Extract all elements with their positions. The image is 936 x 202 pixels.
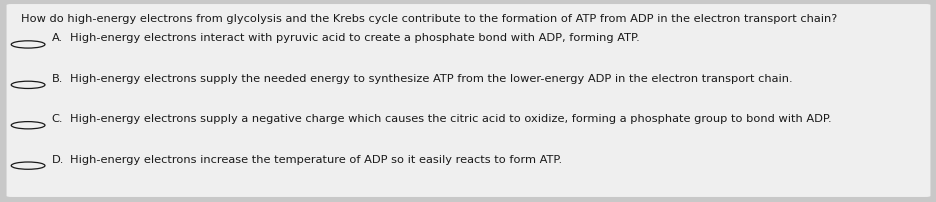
Text: A.: A. bbox=[51, 33, 63, 43]
Text: High-energy electrons interact with pyruvic acid to create a phosphate bond with: High-energy electrons interact with pyru… bbox=[70, 33, 639, 43]
Text: High-energy electrons supply the needed energy to synthesize ATP from the lower-: High-energy electrons supply the needed … bbox=[70, 74, 792, 84]
Text: How do high-energy electrons from glycolysis and the Krebs cycle contribute to t: How do high-energy electrons from glycol… bbox=[21, 14, 836, 24]
Text: B.: B. bbox=[51, 74, 63, 84]
Text: C.: C. bbox=[51, 114, 63, 124]
Text: High-energy electrons increase the temperature of ADP so it easily reacts to for: High-energy electrons increase the tempe… bbox=[70, 155, 562, 165]
FancyBboxPatch shape bbox=[7, 4, 929, 197]
Text: High-energy electrons supply a negative charge which causes the citric acid to o: High-energy electrons supply a negative … bbox=[70, 114, 831, 124]
Text: D.: D. bbox=[51, 155, 64, 165]
